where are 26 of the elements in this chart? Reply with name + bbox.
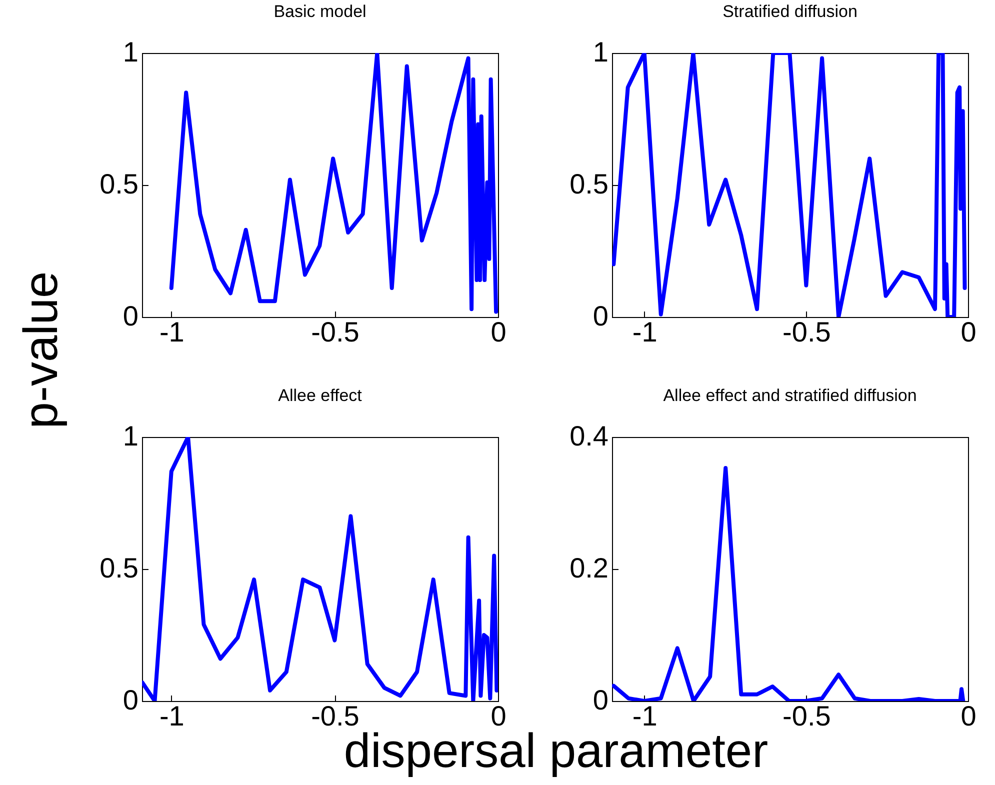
line-series — [169, 53, 498, 314]
x-tick-label: -1 — [159, 700, 184, 732]
y-axis-title: p-value — [15, 271, 68, 429]
line-series — [612, 53, 967, 317]
x-tick-label: -1 — [159, 316, 184, 348]
y-tick-label: 0.4 — [570, 420, 608, 452]
x-tick-label: -1 — [632, 316, 658, 348]
y-tick-label: 1 — [592, 36, 608, 68]
chart-title: Allee effect and stratified diffusion — [663, 386, 917, 405]
y-tick-label: 0.5 — [100, 168, 138, 200]
y-tick-label: 0.2 — [570, 552, 608, 584]
line-series — [142, 437, 498, 701]
y-tick-label: 0.5 — [100, 552, 138, 584]
y-tick-label: 1 — [122, 420, 138, 452]
chart-title: Stratified diffusion — [722, 2, 858, 21]
x-tick-label: 0 — [490, 316, 506, 348]
x-tick-label: -0.5 — [782, 700, 831, 732]
x-tick-label: -0.5 — [311, 316, 360, 348]
x-tick-label: 0 — [960, 700, 976, 732]
y-tick-label: 1 — [122, 36, 138, 68]
line-series — [612, 466, 966, 701]
y-tick-label: 0.5 — [570, 168, 608, 200]
x-tick-label: 0 — [960, 316, 976, 348]
x-tick-label: -0.5 — [782, 316, 831, 348]
chart-title: Basic model — [274, 2, 366, 21]
chart-title: Allee effect — [278, 386, 362, 405]
